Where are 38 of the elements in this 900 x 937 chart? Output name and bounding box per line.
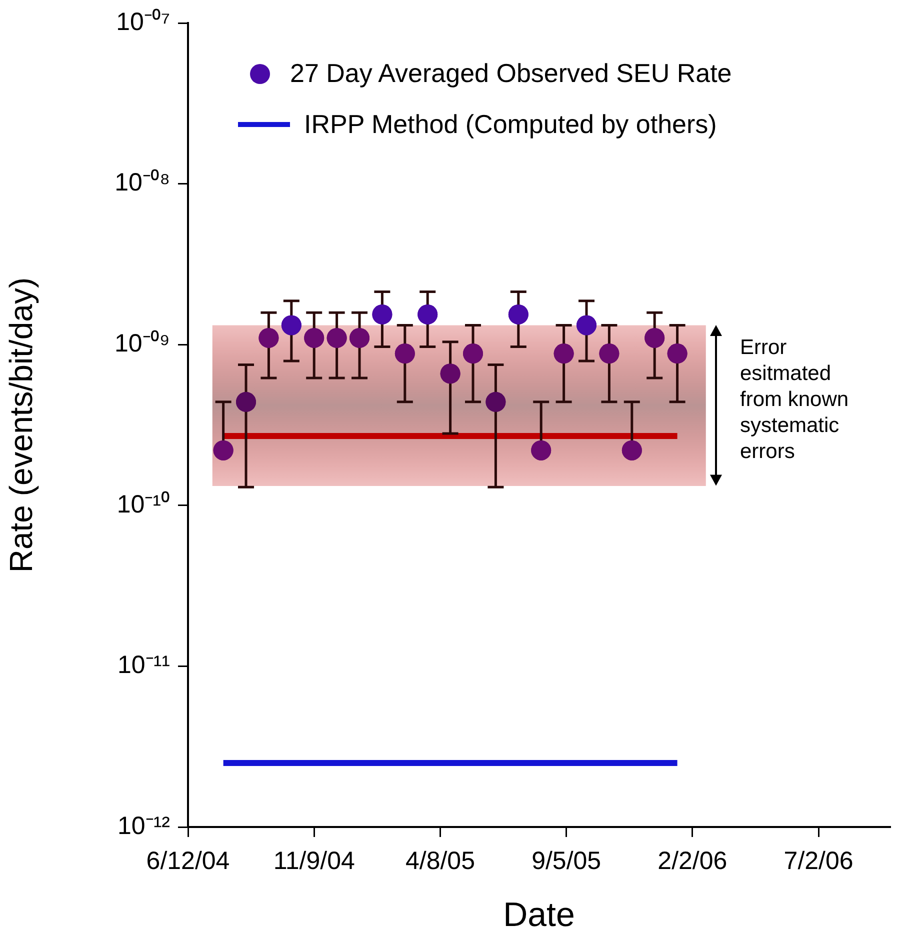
point	[667, 344, 688, 364]
y-tick-label: 10⁻⁰⁹	[114, 329, 170, 358]
point	[304, 328, 324, 348]
point	[486, 392, 506, 412]
legend-label: IRPP Method (Computed by others)	[304, 109, 717, 140]
x-tick-label: 7/2/06	[784, 846, 854, 875]
point	[372, 304, 392, 324]
x-tick-label: 4/8/05	[405, 846, 475, 875]
legend-label: 27 Day Averaged Observed SEU Rate	[290, 58, 732, 89]
y-tick-label: 10⁻¹¹	[118, 651, 170, 680]
x-tick-label: 11/9/04	[273, 846, 355, 875]
point	[554, 344, 574, 364]
y-tick-label: 10⁻⁰⁷	[116, 8, 170, 36]
point	[531, 440, 552, 460]
point	[463, 344, 484, 364]
x-tick-label: 9/5/05	[532, 846, 602, 875]
x-axis-title: Date	[503, 896, 575, 934]
point	[213, 440, 234, 460]
x-tick-label: 6/12/04	[146, 846, 230, 875]
point	[576, 315, 596, 336]
point	[622, 440, 642, 460]
x-tick-label: 2/2/06	[658, 846, 728, 875]
point	[326, 328, 347, 348]
y-tick-label: 10⁻⁰⁸	[114, 168, 170, 197]
point	[508, 304, 528, 324]
point	[394, 344, 415, 364]
point	[418, 304, 438, 324]
point	[350, 328, 370, 348]
y-tick-label: 10⁻¹⁰	[116, 490, 170, 518]
point	[236, 392, 256, 412]
point	[644, 328, 665, 348]
point	[599, 344, 620, 364]
y-axis-title: Rate (events/bit/day)	[3, 277, 40, 573]
point	[440, 364, 460, 384]
point	[258, 328, 279, 348]
y-tick-label: 10⁻¹²	[118, 812, 170, 840]
annotation: Error esitmated from known systematic errors	[740, 335, 850, 465]
point	[281, 315, 302, 336]
